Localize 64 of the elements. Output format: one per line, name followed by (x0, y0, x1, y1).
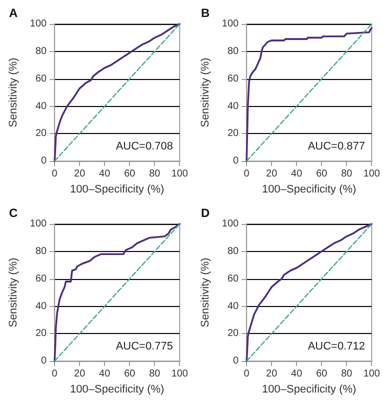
x-axis-title: 100–Specificity (%) (70, 184, 164, 196)
x-tick-label: 20 (74, 168, 86, 180)
chart-title: D (201, 206, 210, 220)
x-tick-label: 40 (291, 368, 303, 380)
y-tick-label: 100 (30, 218, 48, 230)
x-tick-label: 40 (99, 168, 111, 180)
chart-title: C (9, 206, 18, 220)
y-tick-label: 20 (227, 128, 240, 140)
y-axis-title: Sensitivity (%) (200, 258, 212, 328)
x-axis-title: 100–Specificity (%) (262, 184, 356, 196)
y-tick-label: 80 (35, 246, 48, 257)
y-tick-label: 40 (35, 300, 48, 312)
y-tick-label: 80 (227, 46, 240, 57)
x-tick-label: 0 (244, 368, 250, 380)
y-tick-label: 0 (41, 356, 48, 367)
x-tick-label: 100 (171, 368, 188, 380)
y-tick-label: 60 (35, 73, 48, 84)
x-tick-label: 60 (316, 168, 328, 180)
x-tick-label: 20 (74, 368, 86, 380)
y-tick-label: 20 (35, 328, 48, 340)
y-axis-title: Sensitivity (%) (8, 58, 20, 128)
x-tick-label: 0 (52, 368, 58, 380)
x-tick-label: 60 (124, 368, 136, 380)
y-tick-label: 60 (227, 273, 240, 284)
x-tick-label: 20 (266, 368, 278, 380)
y-axis-title: Sensitivity (%) (200, 58, 212, 128)
x-tick-label: 80 (149, 368, 161, 380)
x-tick-label: 100 (171, 168, 188, 180)
chart-title: B (201, 6, 210, 20)
annotation: AUC=0.708 (116, 140, 174, 152)
y-tick-label: 0 (233, 156, 240, 167)
y-tick-label: 40 (35, 100, 48, 112)
y-tick-label: 100 (30, 18, 48, 30)
x-tick-label: 80 (341, 368, 353, 380)
x-tick-label: 40 (99, 368, 111, 380)
y-tick-label: 60 (227, 73, 240, 84)
y-tick-label: 100 (222, 218, 240, 230)
x-tick-label: 100 (363, 168, 380, 180)
y-tick-label: 40 (227, 100, 240, 112)
y-axis-title: Sensitivity (%) (8, 258, 20, 328)
y-tick-label: 80 (35, 46, 48, 57)
x-axis-title: 100–Specificity (%) (70, 384, 164, 396)
y-tick-label: 80 (227, 246, 240, 257)
y-tick-label: 100 (222, 18, 240, 30)
y-tick-label: 20 (227, 328, 240, 340)
y-tick-label: 60 (35, 273, 48, 284)
x-tick-label: 40 (291, 168, 303, 180)
annotation: AUC=0.877 (308, 140, 366, 152)
annotation: AUC=0.775 (116, 340, 174, 352)
annotation: AUC=0.712 (308, 340, 366, 352)
x-tick-label: 60 (124, 168, 136, 180)
x-tick-label: 60 (316, 368, 328, 380)
x-tick-label: 0 (52, 168, 58, 180)
x-tick-label: 20 (266, 168, 278, 180)
x-axis-title: 100–Specificity (%) (262, 384, 356, 396)
y-tick-label: 0 (41, 156, 48, 167)
y-tick-label: 40 (227, 300, 240, 312)
y-tick-label: 0 (233, 356, 240, 367)
chart-title: A (9, 6, 18, 20)
x-tick-label: 80 (149, 168, 161, 180)
y-tick-label: 20 (35, 128, 48, 140)
x-tick-label: 0 (244, 168, 250, 180)
x-tick-label: 100 (363, 368, 380, 380)
x-tick-label: 80 (341, 168, 353, 180)
